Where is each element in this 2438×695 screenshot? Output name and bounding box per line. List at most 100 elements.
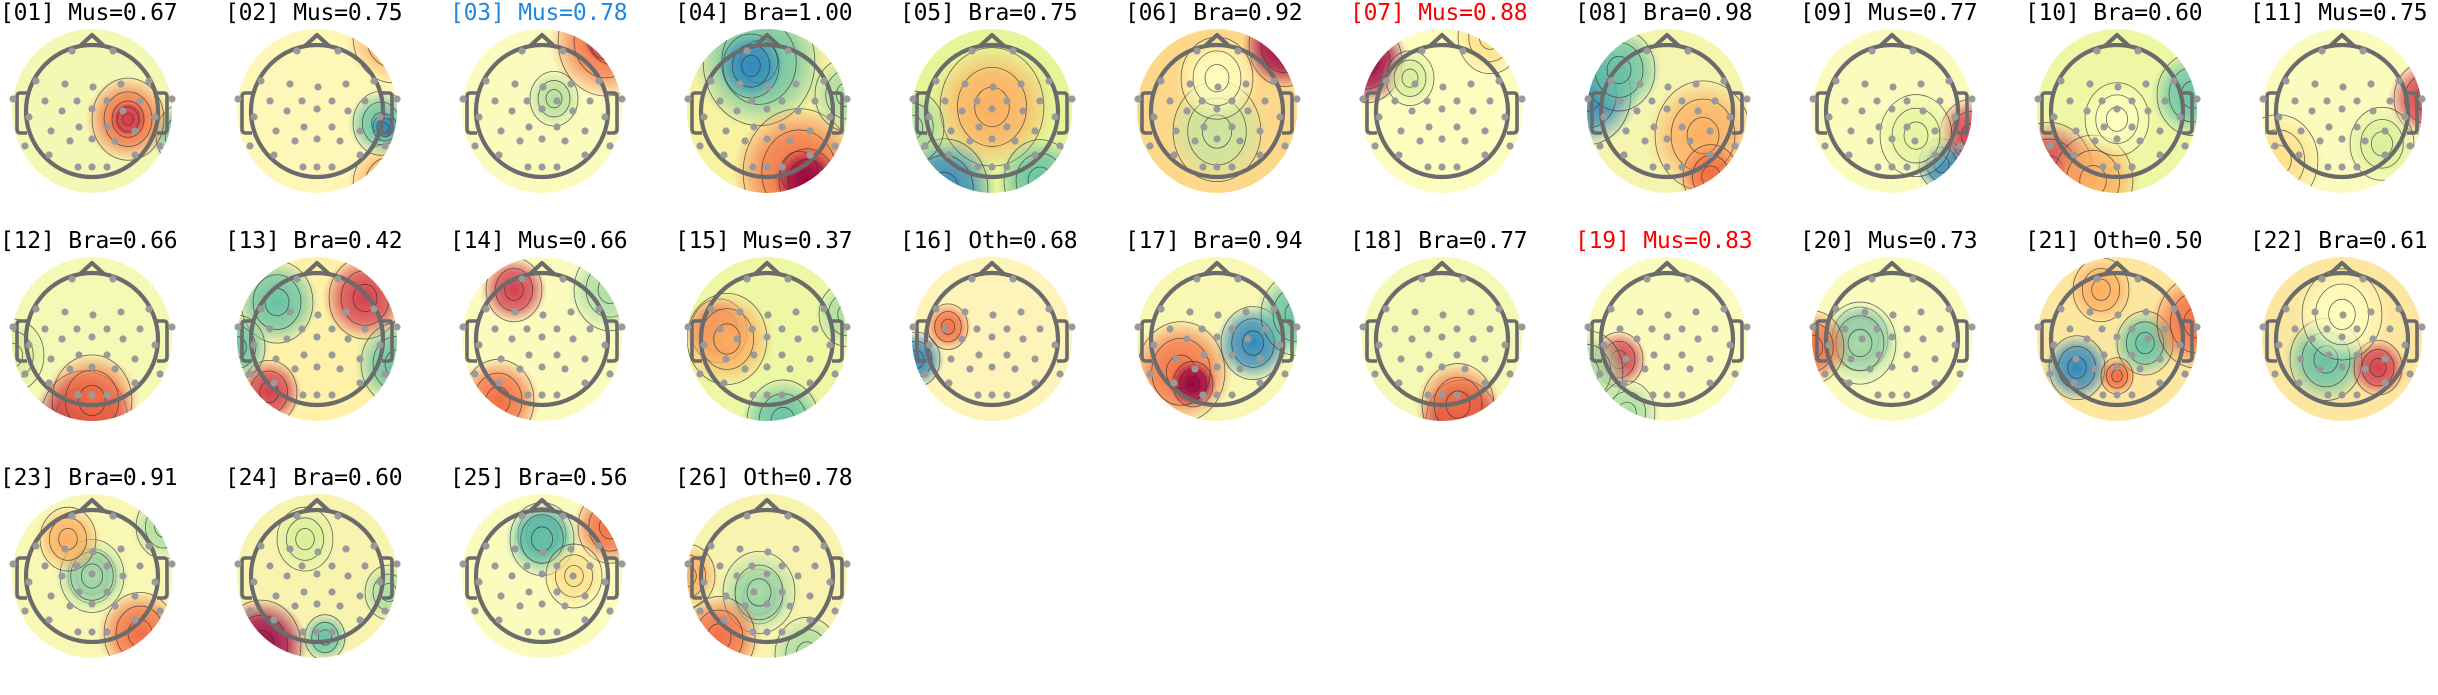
left-ear-icon: [240, 556, 252, 600]
electrode-dot: [1228, 97, 1236, 105]
electrode-dot: [763, 333, 771, 341]
electrode-dot: [2275, 113, 2283, 121]
electrode-dot: [1418, 47, 1426, 55]
electrode-dot: [2386, 325, 2394, 333]
electrode-dot: [1461, 365, 1469, 373]
electrode-dot: [508, 107, 516, 115]
component-panel-11[interactable]: [11] Mus=0.75: [2250, 0, 2438, 230]
component-panel-17[interactable]: [17] Bra=0.94: [1125, 228, 1350, 458]
electrode-dot: [2091, 137, 2099, 145]
component-title: [08] Bra=0.98: [1575, 0, 1753, 26]
electrode-dot: [1242, 308, 1250, 316]
electrode-dot: [716, 325, 724, 333]
electrode-dot: [763, 163, 771, 171]
electrode-dot: [581, 355, 589, 363]
electrode-dot: [2308, 335, 2316, 343]
head-outline: [1140, 260, 1294, 408]
component-panel-21[interactable]: [21] Oth=0.50: [2025, 228, 2250, 458]
electrode-dot: [1157, 305, 1165, 313]
component-panel-13[interactable]: [13] Bra=0.42: [225, 228, 450, 458]
component-title: [17] Bra=0.94: [1125, 228, 1303, 254]
electrode-dot: [168, 95, 176, 103]
electrode-dot: [1276, 113, 1284, 121]
electrode-dot: [567, 80, 575, 88]
electrode-dot: [283, 107, 291, 115]
scalp-topomap: [2259, 29, 2426, 193]
component-panel-03[interactable]: [03] Mus=0.78: [450, 0, 675, 230]
electrode-dot: [539, 83, 547, 91]
component-panel-16[interactable]: [16] Oth=0.68: [900, 228, 1125, 458]
electrode-dot: [722, 592, 730, 600]
electrode-dot: [811, 325, 819, 333]
component-panel-06[interactable]: [06] Bra=0.92: [1125, 0, 1350, 230]
component-panel-07[interactable]: [07] Mus=0.88: [1350, 0, 1575, 230]
component-panel-09[interactable]: [09] Mus=0.77: [1800, 0, 2025, 230]
electrode-dot: [1711, 325, 1719, 333]
electrode-dot: [820, 77, 828, 85]
electrode-dot: [145, 542, 153, 550]
component-panel-05[interactable]: [05] Bra=0.75: [900, 0, 1125, 230]
contour-line: [2404, 73, 2422, 124]
component-panel-01[interactable]: [01] Mus=0.67: [0, 0, 225, 230]
nose-icon: [1203, 260, 1231, 276]
nose-icon: [978, 32, 1006, 48]
electrode-dot: [1213, 163, 1221, 171]
contour-line: [1204, 64, 1230, 93]
electrode-dot: [1200, 351, 1208, 359]
component-panel-08[interactable]: [08] Bra=0.98: [1575, 0, 1800, 230]
contour-line: [237, 599, 302, 658]
electrode-dot: [88, 628, 96, 636]
electrode-dot: [538, 570, 546, 578]
electrode-dot: [9, 323, 17, 331]
electrode-dot: [497, 592, 505, 600]
left-ear-icon: [1140, 91, 1152, 135]
electrode-dot: [61, 308, 69, 316]
contour-line: [554, 554, 594, 598]
electrode-dot: [342, 545, 350, 553]
component-panel-23[interactable]: [23] Bra=0.91: [0, 465, 225, 695]
component-panel-19[interactable]: [19] Mus=0.83: [1575, 228, 1800, 458]
component-title: [25] Bra=0.56: [450, 465, 628, 491]
electrode-dot: [246, 607, 254, 615]
nose-icon: [303, 497, 331, 513]
component-panel-02[interactable]: [02] Mus=0.75: [225, 0, 450, 230]
electrode-dot: [2418, 95, 2426, 103]
component-panel-25[interactable]: [25] Bra=0.56: [450, 465, 675, 695]
electrode-dot: [336, 137, 344, 145]
contour-line: [837, 303, 847, 326]
electrode-dot: [328, 391, 336, 399]
electrode-dot: [1438, 333, 1446, 341]
component-panel-12[interactable]: [12] Bra=0.66: [0, 228, 225, 458]
electrode-dot: [89, 548, 97, 556]
electrode-dot: [1234, 275, 1242, 283]
electrode-dot: [2113, 163, 2121, 171]
contour-line: [116, 106, 140, 132]
component-panel-26[interactable]: [26] Oth=0.78: [675, 465, 900, 695]
contour-line: [122, 112, 134, 126]
electrode-dot: [2156, 127, 2164, 135]
electrode-dot: [1244, 335, 1252, 343]
electrode-dot: [1397, 355, 1405, 363]
component-panel-15[interactable]: [15] Mus=0.37: [675, 228, 900, 458]
component-panel-24[interactable]: [24] Bra=0.60: [225, 465, 450, 695]
component-panel-10[interactable]: [10] Bra=0.60: [2025, 0, 2250, 230]
component-panel-20[interactable]: [20] Mus=0.73: [1800, 228, 2025, 458]
nose-icon: [753, 260, 781, 276]
component-panel-04[interactable]: [04] Bra=1.00: [675, 0, 900, 230]
electrode-dot: [151, 113, 159, 121]
contour-line: [2328, 298, 2356, 331]
electrode-dot: [313, 391, 321, 399]
electrode-dot: [569, 107, 577, 115]
scalp-topomap: [684, 494, 851, 658]
component-panel-18[interactable]: [18] Bra=0.77: [1350, 228, 1575, 458]
electrode-dot: [1866, 365, 1874, 373]
electrode-dot: [1841, 97, 1849, 105]
left-ear-icon: [15, 556, 27, 600]
nose-icon: [78, 260, 106, 276]
electrode-dot: [1481, 127, 1489, 135]
left-ear-icon: [1815, 319, 1827, 363]
component-panel-14[interactable]: [14] Mus=0.66: [450, 228, 675, 458]
component-panel-22[interactable]: [22] Bra=0.61: [2250, 228, 2438, 458]
electrode-dot: [168, 560, 176, 568]
electrode-dot: [9, 95, 17, 103]
